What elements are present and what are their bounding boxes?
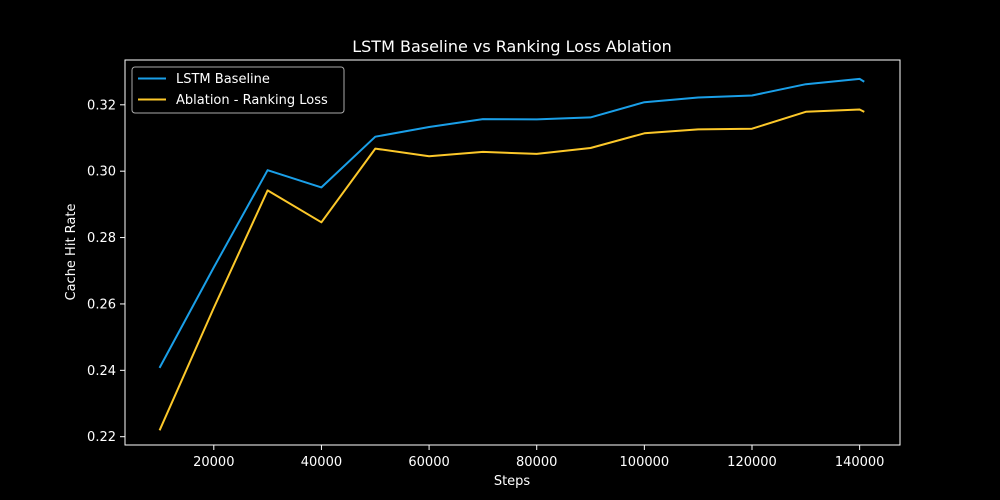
plot-frame (124, 59, 901, 446)
legend: LSTM Baseline Ablation - Ranking Loss (131, 66, 345, 114)
y-tick-label: 0.26 (87, 297, 116, 312)
x-tick-label: 40000 (301, 455, 342, 470)
x-tick-label: 100000 (620, 455, 670, 470)
series-lines (158, 77, 865, 431)
x-axis-title: Steps (494, 474, 531, 489)
x-axis: 20000 40000 60000 80000 100000 120000 140000 (193, 445, 884, 470)
y-axis: 0.22 0.24 0.26 0.28 0.30 0.32 (87, 98, 125, 445)
x-tick-label: 140000 (835, 455, 885, 470)
y-tick-label: 0.22 (87, 430, 116, 445)
x-tick-label: 120000 (727, 455, 777, 470)
y-tick-label: 0.24 (87, 364, 116, 379)
legend-label-ablation-ranking-loss: Ablation - Ranking Loss (176, 93, 328, 108)
x-tick-label: 80000 (516, 455, 557, 470)
chart-title: LSTM Baseline vs Ranking Loss Ablation (352, 37, 672, 56)
series-line-lstm-baseline (158, 77, 865, 369)
y-tick-label: 0.28 (87, 231, 116, 246)
x-tick-label: 20000 (193, 455, 234, 470)
legend-label-lstm-baseline: LSTM Baseline (176, 72, 270, 87)
y-tick-label: 0.30 (87, 165, 116, 180)
series-line-ablation-ranking-loss (158, 108, 865, 431)
y-axis-title: Cache Hit Rate (64, 204, 79, 301)
plot-area: 20000 40000 60000 80000 100000 120000 140000 0… (87, 59, 901, 470)
y-tick-label: 0.32 (87, 98, 116, 113)
x-tick-label: 60000 (408, 455, 449, 470)
legend-box (131, 66, 345, 114)
